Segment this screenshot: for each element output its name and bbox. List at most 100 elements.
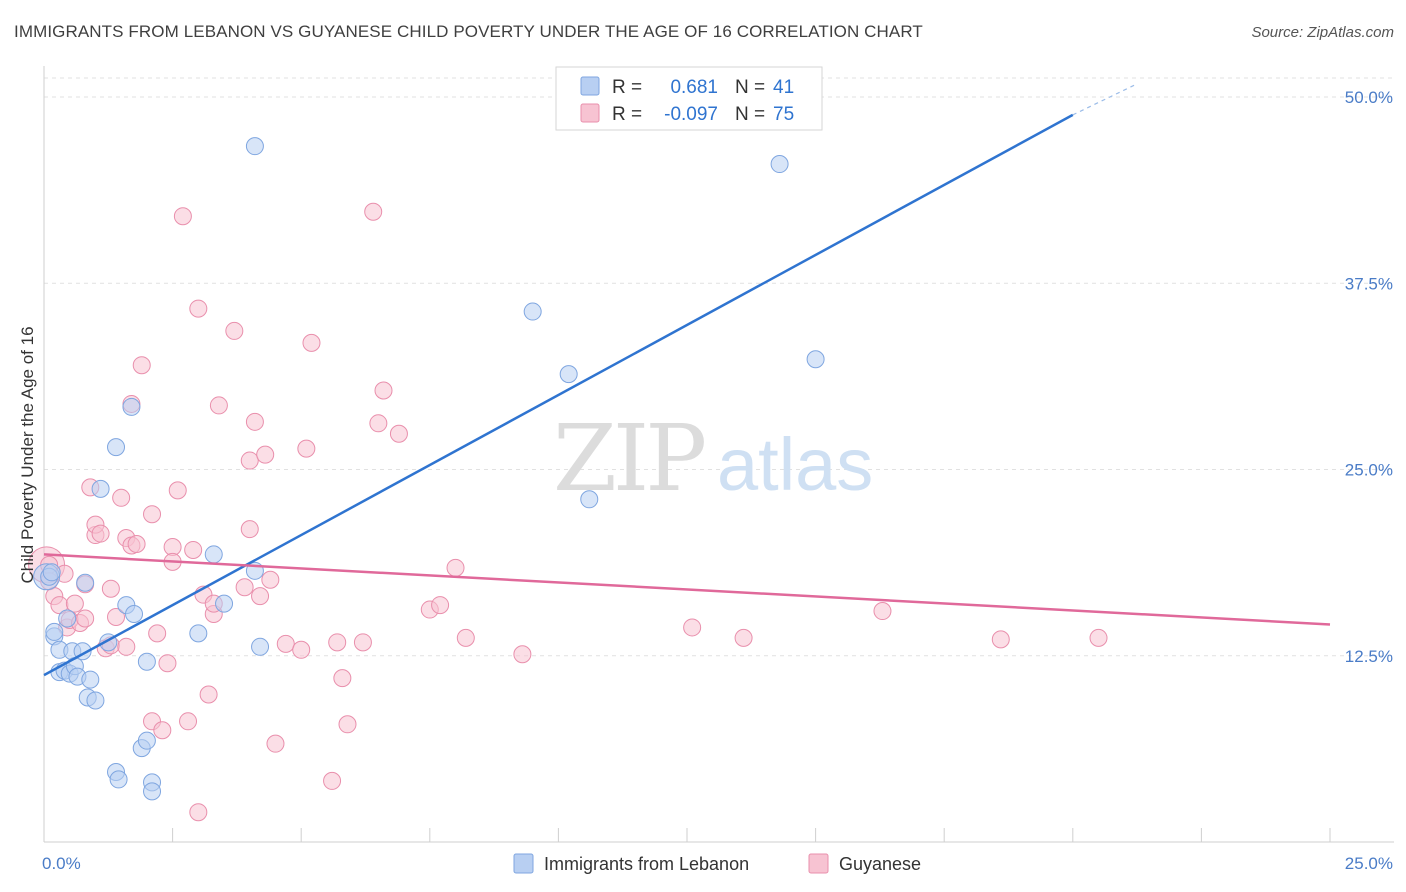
guyanese-point-30	[158, 654, 177, 673]
lebanon-point-16	[86, 691, 105, 710]
guyanese-point-40	[199, 685, 218, 704]
guyanese-trend-line	[43, 553, 1331, 626]
y-tick-label-0: 12.5%	[1345, 647, 1393, 666]
lebanon-point-37	[559, 365, 578, 384]
guyanese-point-52	[266, 734, 285, 753]
guyanese-point-27	[143, 505, 162, 524]
legend-swatch-guyanese	[580, 103, 600, 123]
stats-legend: R = 0.681 N = 41 R = -0.097 N = 75	[555, 66, 823, 131]
series-legend: Immigrants from Lebanon Guyanese	[513, 853, 921, 874]
guyanese-point-75	[1089, 628, 1108, 647]
lebanon-trend-line	[43, 113, 1074, 677]
guyanese-point-9	[76, 609, 95, 628]
guyanese-point-46	[240, 451, 259, 470]
guyanese-point-59	[333, 669, 352, 688]
legend-n-label-guyanese: N =	[735, 104, 765, 125]
guyanese-point-67	[431, 596, 450, 615]
guyanese-point-70	[513, 645, 532, 664]
guyanese-point-71	[683, 618, 702, 637]
lebanon-point-1	[42, 563, 61, 582]
bottom-legend-label-guyanese: Guyanese	[839, 854, 921, 874]
lebanon-point-17	[91, 479, 110, 498]
guyanese-point-53	[276, 634, 295, 653]
guyanese-point-29	[153, 721, 172, 740]
guyanese-point-57	[323, 771, 342, 790]
guyanese-point-60	[338, 715, 357, 734]
y-tick-label-2: 37.5%	[1345, 274, 1393, 293]
legend-swatch-lebanon	[580, 76, 600, 96]
guyanese-point-14	[91, 524, 110, 543]
guyanese-point-38	[189, 803, 208, 822]
guyanese-point-43	[209, 396, 228, 415]
lebanon-point-27	[137, 731, 156, 750]
x-tick-label-1: 25.0%	[1345, 854, 1393, 873]
lebanon-point-31	[204, 545, 223, 564]
y-tick-labels: 12.5% 25.0% 37.5% 50.0%	[1345, 88, 1393, 666]
guyanese-point-61	[353, 633, 372, 652]
guyanese-point-65	[389, 424, 408, 443]
guyanese-point-35	[179, 712, 198, 731]
lebanon-point-38	[580, 490, 599, 509]
lebanon-point-29	[143, 782, 162, 801]
guyanese-point-36	[184, 540, 203, 559]
lebanon-trend-extension	[1072, 84, 1135, 116]
guyanese-point-34	[173, 207, 192, 226]
chart-title: IMMIGRANTS FROM LEBANON VS GUYANESE CHIL…	[14, 22, 923, 41]
guyanese-point-48	[245, 412, 264, 431]
guyanese-point-17	[101, 579, 120, 598]
guyanese-point-56	[297, 439, 316, 458]
y-axis-label: Child Poverty Under the Age of 16	[18, 326, 37, 583]
guyanese-point-73	[873, 602, 892, 621]
guyanese-point-37	[189, 299, 208, 318]
lebanon-point-40	[806, 350, 825, 369]
legend-r-label-guyanese: R =	[612, 104, 642, 125]
bottom-legend-swatch-lebanon	[513, 853, 534, 874]
lebanon-point-20	[107, 438, 126, 457]
lebanon-point-3	[45, 622, 64, 641]
legend-n-label-lebanon: N =	[735, 77, 765, 98]
legend-r-value-guyanese: -0.097	[664, 104, 718, 125]
guyanese-point-69	[456, 628, 475, 647]
guyanese-point-72	[734, 628, 753, 647]
guyanese-point-68	[446, 558, 465, 577]
bottom-legend-swatch-guyanese	[808, 853, 829, 874]
guyanese-point-62	[364, 202, 383, 221]
guyanese-point-44	[225, 321, 244, 340]
guyanese-point-54	[292, 640, 311, 659]
legend-n-value-guyanese: 75	[773, 104, 794, 125]
guyanese-point-58	[328, 633, 347, 652]
source-label: Source: ZipAtlas.com	[1251, 24, 1394, 41]
guyanese-point-64	[374, 381, 393, 400]
lebanon-point-13	[76, 573, 95, 592]
guyanese-point-45	[235, 578, 254, 597]
lebanon-point-26	[137, 652, 156, 671]
axes	[43, 66, 1394, 843]
svg-text:ZIP: ZIP	[553, 405, 704, 512]
lebanon-point-36	[523, 302, 542, 321]
guyanese-point-25	[132, 356, 151, 375]
lebanon-point-24	[122, 397, 141, 416]
lebanon-point-23	[125, 605, 144, 624]
guyanese-point-63	[369, 414, 388, 433]
lebanon-point-21	[109, 770, 128, 789]
x-tick-labels: 0.0% 25.0%	[42, 854, 1393, 873]
guyanese-point-18	[107, 608, 126, 627]
svg-text:atlas: atlas	[717, 423, 873, 506]
watermark: ZIP atlas	[553, 405, 873, 512]
legend-n-value-lebanon: 41	[773, 77, 794, 98]
trend-lines	[43, 84, 1331, 677]
lebanon-point-35	[251, 637, 270, 656]
bottom-legend-label-lebanon: Immigrants from Lebanon	[544, 854, 749, 874]
guyanese-point-24	[127, 535, 146, 553]
guyanese-point-47	[240, 520, 259, 539]
lebanon-point-7	[58, 609, 77, 628]
lebanon-point-39	[770, 155, 789, 174]
y-tick-label-3: 50.0%	[1345, 88, 1393, 107]
x-tick-label-0: 0.0%	[42, 854, 81, 873]
guyanese-point-50	[256, 445, 275, 464]
legend-r-label-lebanon: R =	[612, 77, 642, 98]
guyanese-point-7	[65, 594, 84, 613]
guyanese-point-51	[261, 570, 280, 589]
series-lebanon-points	[33, 137, 825, 801]
